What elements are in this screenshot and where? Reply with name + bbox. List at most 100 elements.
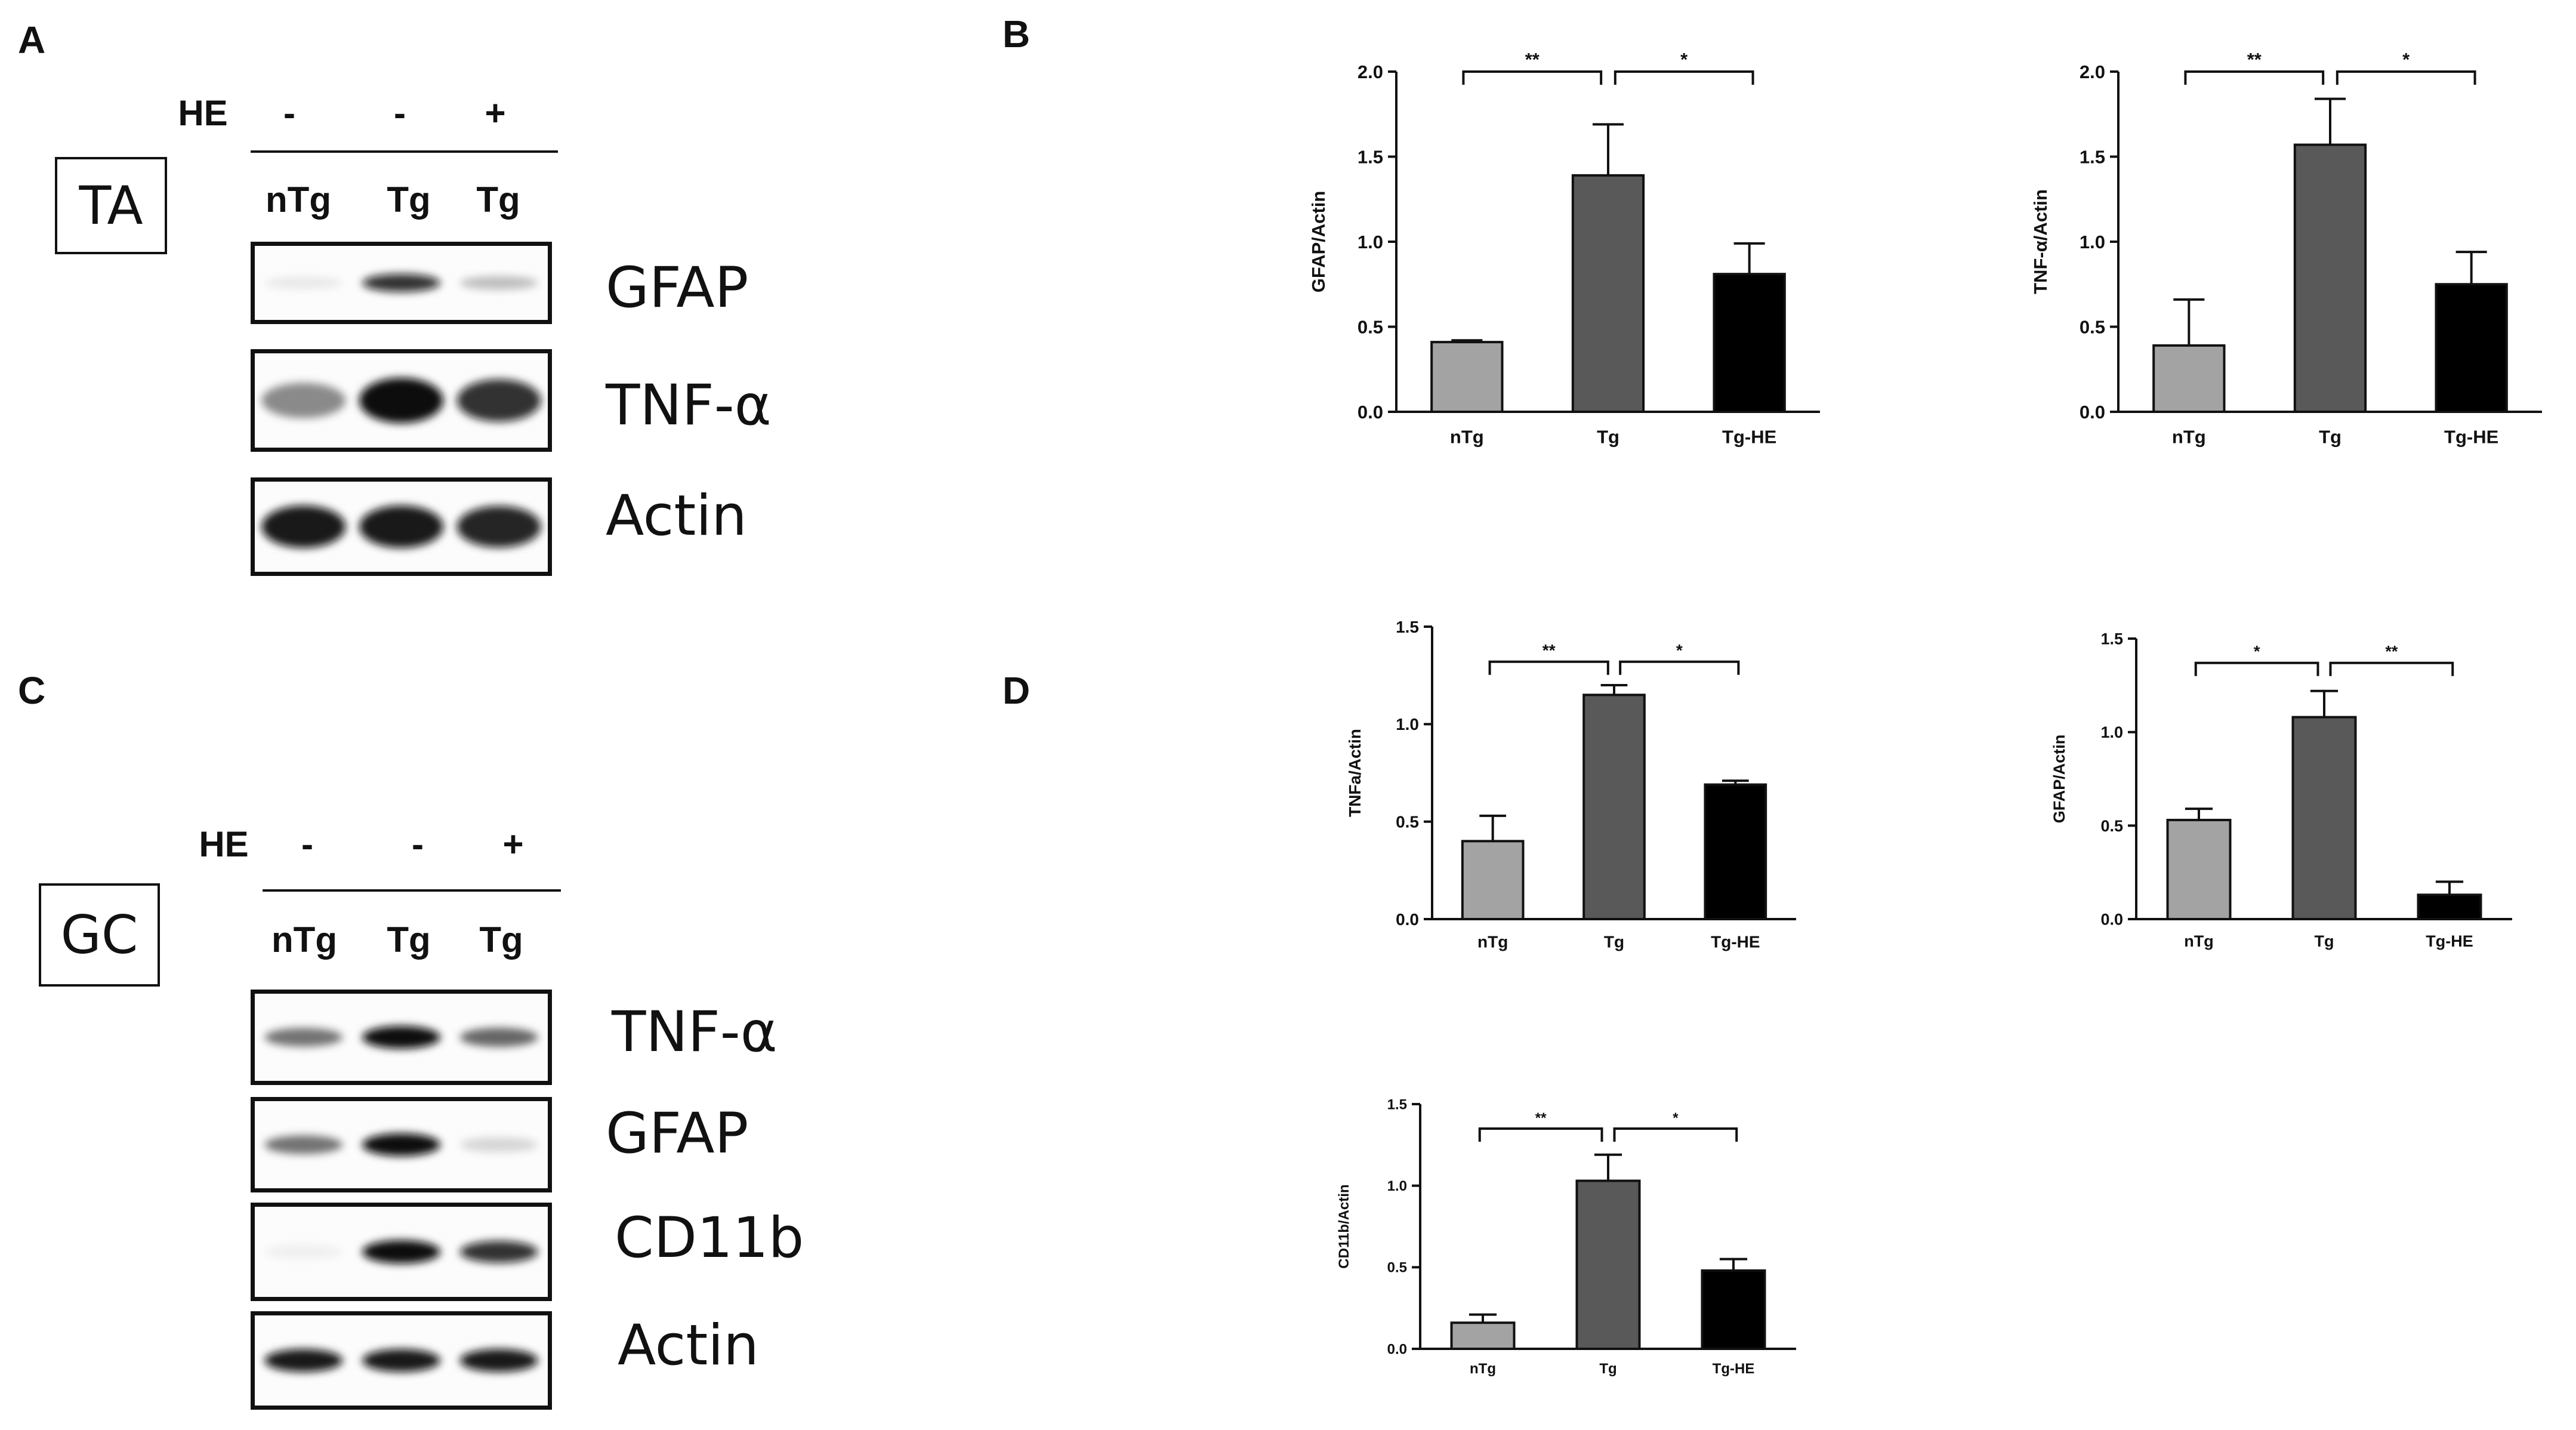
significance-label: ** xyxy=(2385,643,2398,661)
blot-band xyxy=(456,379,541,422)
y-tick-label: 0.5 xyxy=(2080,316,2105,337)
y-axis-label: CD11b/Actin xyxy=(1336,1184,1352,1268)
blot-bands xyxy=(264,1240,538,1264)
panel-letter-a: A xyxy=(18,19,46,61)
y-tick-label: 0.5 xyxy=(1387,1260,1407,1276)
bar xyxy=(1461,840,1525,921)
bar xyxy=(1582,694,1646,920)
y-tick-label: 0.0 xyxy=(1358,402,1383,423)
y-axis-label: TNFa/Actin xyxy=(1346,729,1364,817)
tissue-label-ta: TA xyxy=(55,157,167,254)
significance-label: ** xyxy=(1525,49,1540,70)
x-tick-label: nTg xyxy=(2184,932,2213,950)
he-sign: - xyxy=(394,93,406,133)
panel-letter-d: D xyxy=(1002,669,1031,712)
blot-band xyxy=(264,1135,343,1154)
protein-label-gfap: GFAP xyxy=(606,1101,749,1166)
y-tick-label: 1.5 xyxy=(1396,618,1419,636)
blot-band xyxy=(264,1244,343,1259)
tissue-label-gc: GC xyxy=(39,883,160,987)
blot-bands xyxy=(264,1026,538,1049)
protein-label-tnf-alpha: TNF-α xyxy=(612,1000,778,1065)
significance-bracket xyxy=(1488,660,1609,675)
blot-band xyxy=(264,1349,343,1372)
x-tick-label: Tg-HE xyxy=(2444,427,2498,448)
significance-bracket xyxy=(2336,70,2476,85)
bar xyxy=(2293,143,2367,414)
blot-band xyxy=(459,1349,538,1372)
y-tick-label: 1.0 xyxy=(2080,232,2105,252)
y-tick-label: 1.5 xyxy=(2100,630,2123,648)
y-tick-label: 0.0 xyxy=(1396,910,1419,929)
y-tick-label: 0.0 xyxy=(2100,910,2123,928)
protein-label-cd11b: CD11b xyxy=(615,1206,804,1271)
bar xyxy=(2152,344,2226,413)
protein-label-tnf-alpha: TNF-α xyxy=(606,373,772,438)
blot-band xyxy=(459,276,538,290)
lane-label: Tg xyxy=(476,180,520,220)
x-tick-label: Tg-HE xyxy=(1713,1361,1755,1377)
protein-label-gfap: GFAP xyxy=(606,255,749,320)
he-sign: + xyxy=(502,824,524,864)
blot-bands xyxy=(261,505,541,548)
significance-bracket xyxy=(1462,70,1603,85)
blot-band xyxy=(362,273,440,292)
he-divider-line xyxy=(263,889,561,892)
bar xyxy=(1430,341,1504,414)
blot-bands xyxy=(261,378,541,423)
bar xyxy=(1701,1269,1766,1350)
significance-label: ** xyxy=(2247,49,2262,70)
blot-band xyxy=(362,1026,440,1049)
protein-label-actin: Actin xyxy=(606,483,747,548)
bar-chart-d-tnfa: 0.0 0.5 1.0 1.5 TNFa/Actin nTg Tg Tg-HE ** * xyxy=(1337,591,1814,985)
significance-bracket xyxy=(2329,661,2454,676)
he-divider-line xyxy=(251,150,558,153)
blot-strip-actin xyxy=(251,1311,552,1410)
bar xyxy=(1575,1179,1641,1350)
lane-label: Tg xyxy=(387,920,431,960)
blot-band xyxy=(459,1241,538,1263)
significance-label: * xyxy=(1673,1110,1679,1126)
blot-band xyxy=(362,1240,440,1264)
x-tick-label: Tg xyxy=(1604,933,1624,951)
bar-chart-b-gfap: 0.0 0.5 1.0 1.5 2.0 GFAP/Actin nTg Tg Tg-HE ** * xyxy=(1301,36,1838,477)
blot-panel-gc: HE - - + GC nTg Tg Tg TNF-α GFAP CD11b A… xyxy=(0,776,895,1430)
blot-bands xyxy=(264,1133,538,1156)
y-tick-label: 1.0 xyxy=(2100,723,2123,741)
blot-band xyxy=(456,506,541,548)
y-tick-label: 2.0 xyxy=(1358,61,1383,82)
x-tick-label: Tg xyxy=(2315,932,2334,950)
bar-chart-d-cd11b: 0.0 0.5 1.0 1.5 CD11b/Actin nTg Tg Tg-HE ** * xyxy=(1325,1068,1814,1414)
significance-bracket xyxy=(2194,661,2319,676)
he-sign: - xyxy=(301,824,313,864)
lane-label: nTg xyxy=(272,920,337,960)
significance-label: * xyxy=(1680,49,1688,70)
y-tick-label: 1.0 xyxy=(1396,715,1419,734)
bar xyxy=(2291,716,2357,920)
blot-band xyxy=(459,1137,538,1152)
blot-band xyxy=(362,1133,440,1156)
bar xyxy=(1450,1321,1516,1350)
lane-label: Tg xyxy=(387,180,431,220)
blot-band xyxy=(459,1028,538,1047)
y-tick-label: 0.0 xyxy=(2080,402,2105,423)
y-axis-label: TNF-α/Actin xyxy=(2030,189,2051,294)
x-tick-label: nTg xyxy=(1450,427,1484,448)
protein-label-actin: Actin xyxy=(618,1313,759,1378)
he-sign: + xyxy=(485,93,506,133)
he-sign: - xyxy=(412,824,424,864)
blot-band xyxy=(359,505,443,548)
blot-strip-actin xyxy=(251,477,552,576)
y-tick-label: 1.5 xyxy=(2080,146,2105,167)
blot-bands xyxy=(264,273,538,292)
panel-letter-b: B xyxy=(1002,13,1031,56)
y-axis-label: GFAP/Actin xyxy=(2050,735,2068,824)
he-sign: - xyxy=(283,93,295,133)
x-tick-label: nTg xyxy=(2172,427,2206,448)
x-tick-label: nTg xyxy=(1477,933,1508,951)
y-tick-label: 0.0 xyxy=(1387,1341,1407,1357)
blot-panel-ta: HE - - + TA nTg Tg Tg GFAP TNF-α Actin xyxy=(0,0,895,597)
